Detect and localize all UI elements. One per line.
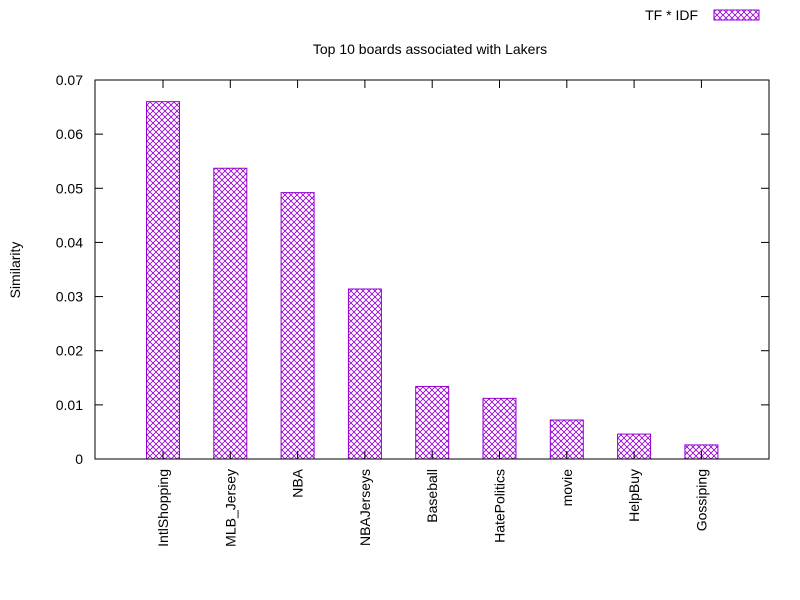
- x-tick-label: MLB_Jersey: [222, 469, 238, 547]
- y-axis-label: Similarity: [7, 242, 23, 299]
- bar-hatepolitics: [482, 397, 517, 460]
- legend-swatch: [713, 9, 760, 21]
- bar-intlshopping: [146, 101, 180, 460]
- y-tick-label: 0.02: [56, 343, 83, 359]
- x-tick-label: HelpBuy: [626, 469, 642, 522]
- y-axis-ticks: 0 0.01 0.02 0.03 0.04 0.05 0.06 0.07: [56, 72, 769, 467]
- x-tick-label: NBAJerseys: [357, 469, 373, 546]
- y-tick-label: 0.01: [56, 397, 83, 413]
- x-tick-label: Baseball: [424, 469, 440, 523]
- bars: [146, 101, 719, 460]
- x-axis-tick-labels: IntlShopping MLB_Jersey NBA NBAJerseys Baseb…: [155, 80, 709, 547]
- legend: TF * IDF: [645, 7, 760, 23]
- chart-title: Top 10 boards associated with Lakers: [313, 41, 547, 57]
- x-tick-label: IntlShopping: [155, 469, 171, 547]
- bar-baseball: [415, 385, 450, 460]
- x-tick-label: Gossiping: [693, 469, 709, 531]
- y-tick-label: 0.05: [56, 180, 83, 196]
- y-tick-label: 0.03: [56, 289, 83, 305]
- y-tick-label: 0.04: [56, 234, 83, 250]
- bar-nba: [280, 192, 315, 460]
- y-tick-label: 0: [75, 451, 83, 467]
- x-tick-label: movie: [559, 469, 575, 507]
- bar-nbajerseys: [347, 288, 382, 460]
- y-tick-label: 0.06: [56, 126, 83, 142]
- plot-frame: [94, 79, 770, 460]
- x-tick-label: NBA: [290, 468, 306, 497]
- x-tick-label: HatePolitics: [492, 469, 508, 543]
- bar-mlb-jersey: [213, 167, 248, 460]
- legend-label: TF * IDF: [645, 7, 698, 23]
- y-tick-label: 0.07: [56, 72, 83, 88]
